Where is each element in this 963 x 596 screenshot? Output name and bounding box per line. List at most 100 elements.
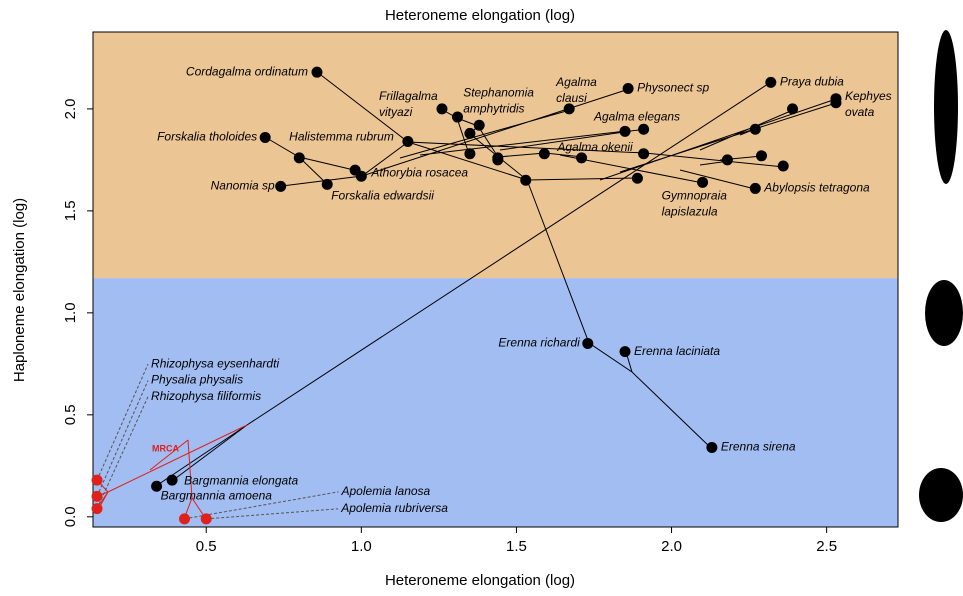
shape-icons: [919, 30, 963, 522]
point-label: lapislazula: [662, 204, 718, 218]
point: [638, 148, 650, 160]
x-axis-label: Heteroneme elongation (log): [385, 572, 575, 589]
y-tick-label: 0.5: [62, 404, 79, 425]
shape-icon: [934, 30, 958, 184]
point: [787, 103, 799, 115]
point: [619, 346, 631, 358]
point-label: Praya dubia: [780, 75, 844, 89]
point: [520, 174, 532, 186]
point-label: Agalma elegans: [593, 109, 680, 123]
point: [275, 180, 287, 192]
chart-title: Heteroneme elongation (log): [385, 7, 575, 24]
point-label: Agalma okenii: [556, 140, 633, 154]
y-axis-label: Haploneme elongation (log): [11, 198, 28, 382]
x-tick-label: 1.5: [506, 538, 527, 555]
point-label: amphytridis: [463, 101, 524, 115]
y-tick-label: 1.0: [62, 302, 79, 323]
point: [622, 82, 634, 94]
tree-branch: [599, 98, 837, 181]
x-tick-label: 2.5: [816, 538, 837, 555]
point: [321, 178, 333, 190]
point-label: Erenna sirena: [721, 440, 796, 454]
point-label: Erenna richardi: [498, 336, 580, 350]
lower-region: [93, 278, 898, 527]
point-label: Stephanomia: [463, 85, 534, 99]
point-label: Bargmannia elongata: [184, 473, 298, 487]
shape-icon: [925, 280, 963, 346]
point: [749, 182, 761, 194]
point-label: Rhizophysa filiformis: [151, 389, 261, 403]
point: [563, 103, 575, 115]
point: [697, 176, 709, 188]
point-label: Erenna laciniata: [634, 344, 720, 358]
point: [706, 441, 718, 453]
point: [576, 152, 588, 164]
point-label: clausi: [556, 91, 587, 105]
leader-line: [96, 380, 149, 497]
y-tick-label: 1.5: [62, 200, 79, 221]
point-label: Agalma: [555, 75, 597, 89]
plot-frame: [92, 31, 899, 528]
leader-line: [96, 396, 149, 509]
point: [200, 513, 212, 525]
point-label: Halistemma rubrum: [289, 130, 394, 144]
point: [631, 172, 643, 184]
point-label: vityazi: [379, 105, 413, 119]
leader-line: [206, 508, 339, 520]
point: [402, 136, 414, 148]
point-label: Cordagalma ordinatum: [186, 64, 308, 78]
annotation: MRCA: [152, 443, 179, 453]
point: [293, 152, 305, 164]
point-label: Gymnopraia: [662, 188, 728, 202]
point: [619, 125, 631, 137]
leader-line: [96, 363, 149, 481]
x-tick-label: 2.0: [661, 538, 682, 555]
point: [355, 170, 367, 182]
point-label: Kephyes: [845, 89, 892, 103]
shape-icon: [919, 468, 963, 522]
point: [638, 123, 650, 135]
point: [464, 148, 476, 160]
point: [166, 474, 178, 486]
x-tick-label: 0.5: [196, 538, 217, 555]
point: [311, 66, 323, 78]
point-label: Nanomia sp: [211, 179, 275, 193]
point: [582, 337, 594, 349]
point: [473, 119, 485, 131]
point: [749, 123, 761, 135]
leader-line: [184, 491, 339, 520]
point-label: Bargmannia amoena: [161, 488, 273, 502]
point-label: Frillagalma: [379, 89, 438, 103]
point: [492, 154, 504, 166]
point: [179, 513, 191, 525]
point-label: Forskalia edwardsii: [331, 189, 434, 203]
point-label: Physonect sp: [637, 81, 709, 95]
point-label: Forskalia tholoides: [157, 130, 257, 144]
point: [777, 160, 789, 172]
point: [756, 150, 768, 162]
point-label: Apolemia rubriversa: [340, 501, 448, 515]
y-tick-label: 0.0: [62, 506, 79, 527]
point: [151, 480, 163, 492]
point-label: Physalia physalis: [151, 373, 243, 387]
point-label: Apolemia lanosa: [341, 484, 431, 498]
x-tick-label: 1.0: [351, 538, 372, 555]
point-label: Rhizophysa eysenhardti: [151, 356, 279, 370]
point: [259, 131, 271, 143]
point: [830, 97, 842, 109]
point: [436, 103, 448, 115]
tree-branch: [171, 424, 248, 482]
tree-branch: [96, 424, 248, 520]
point: [91, 503, 103, 515]
point: [451, 111, 463, 123]
point: [765, 76, 777, 88]
point-label: Abylopsis tetragona: [763, 181, 870, 195]
point: [464, 127, 476, 139]
point: [721, 154, 733, 166]
point: [538, 148, 550, 160]
y-tick-label: 2.0: [62, 98, 79, 119]
point-label: ovata: [845, 105, 875, 119]
point: [91, 474, 103, 486]
point: [91, 490, 103, 502]
